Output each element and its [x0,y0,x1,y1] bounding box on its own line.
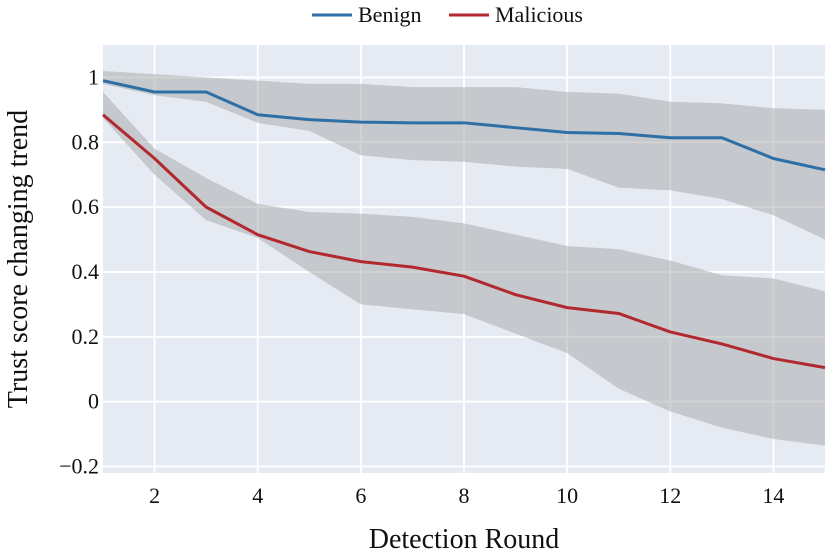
y-tick-label: 0.6 [72,194,100,219]
x-tick-label: 10 [556,483,578,508]
legend-label-malicious: Malicious [495,2,583,27]
band-malicious [103,92,825,446]
legend: Benign Malicious [312,2,583,27]
y-tick-label: −0.2 [59,454,99,479]
x-axis-title: Detection Round [369,524,560,555]
y-tick-label: 0.8 [72,129,100,154]
legend-label-benign: Benign [358,2,422,27]
series-line-benign [102,79,826,172]
x-tick-label: 2 [149,483,160,508]
x-tick-label: 14 [762,483,784,508]
series-lines [102,79,826,370]
series-line-malicious [102,113,826,370]
y-axis-title: Trust score changing trend [3,110,34,408]
y-tick-labels: −0.2 0 0.2 0.4 0.6 0.8 1 [59,64,99,478]
y-tick-label: 0.2 [72,324,100,349]
confidence-bands [103,70,825,446]
y-tick-label: 1 [88,64,99,89]
band-benign [103,70,825,240]
y-tick-label: 0 [88,389,99,414]
x-tick-labels: 2 4 6 8 10 12 14 [149,483,784,508]
x-tick-label: 4 [252,483,263,508]
x-tick-label: 8 [459,483,470,508]
x-tick-label: 6 [355,483,366,508]
y-tick-label: 0.4 [72,259,100,284]
x-tick-label: 12 [659,483,681,508]
